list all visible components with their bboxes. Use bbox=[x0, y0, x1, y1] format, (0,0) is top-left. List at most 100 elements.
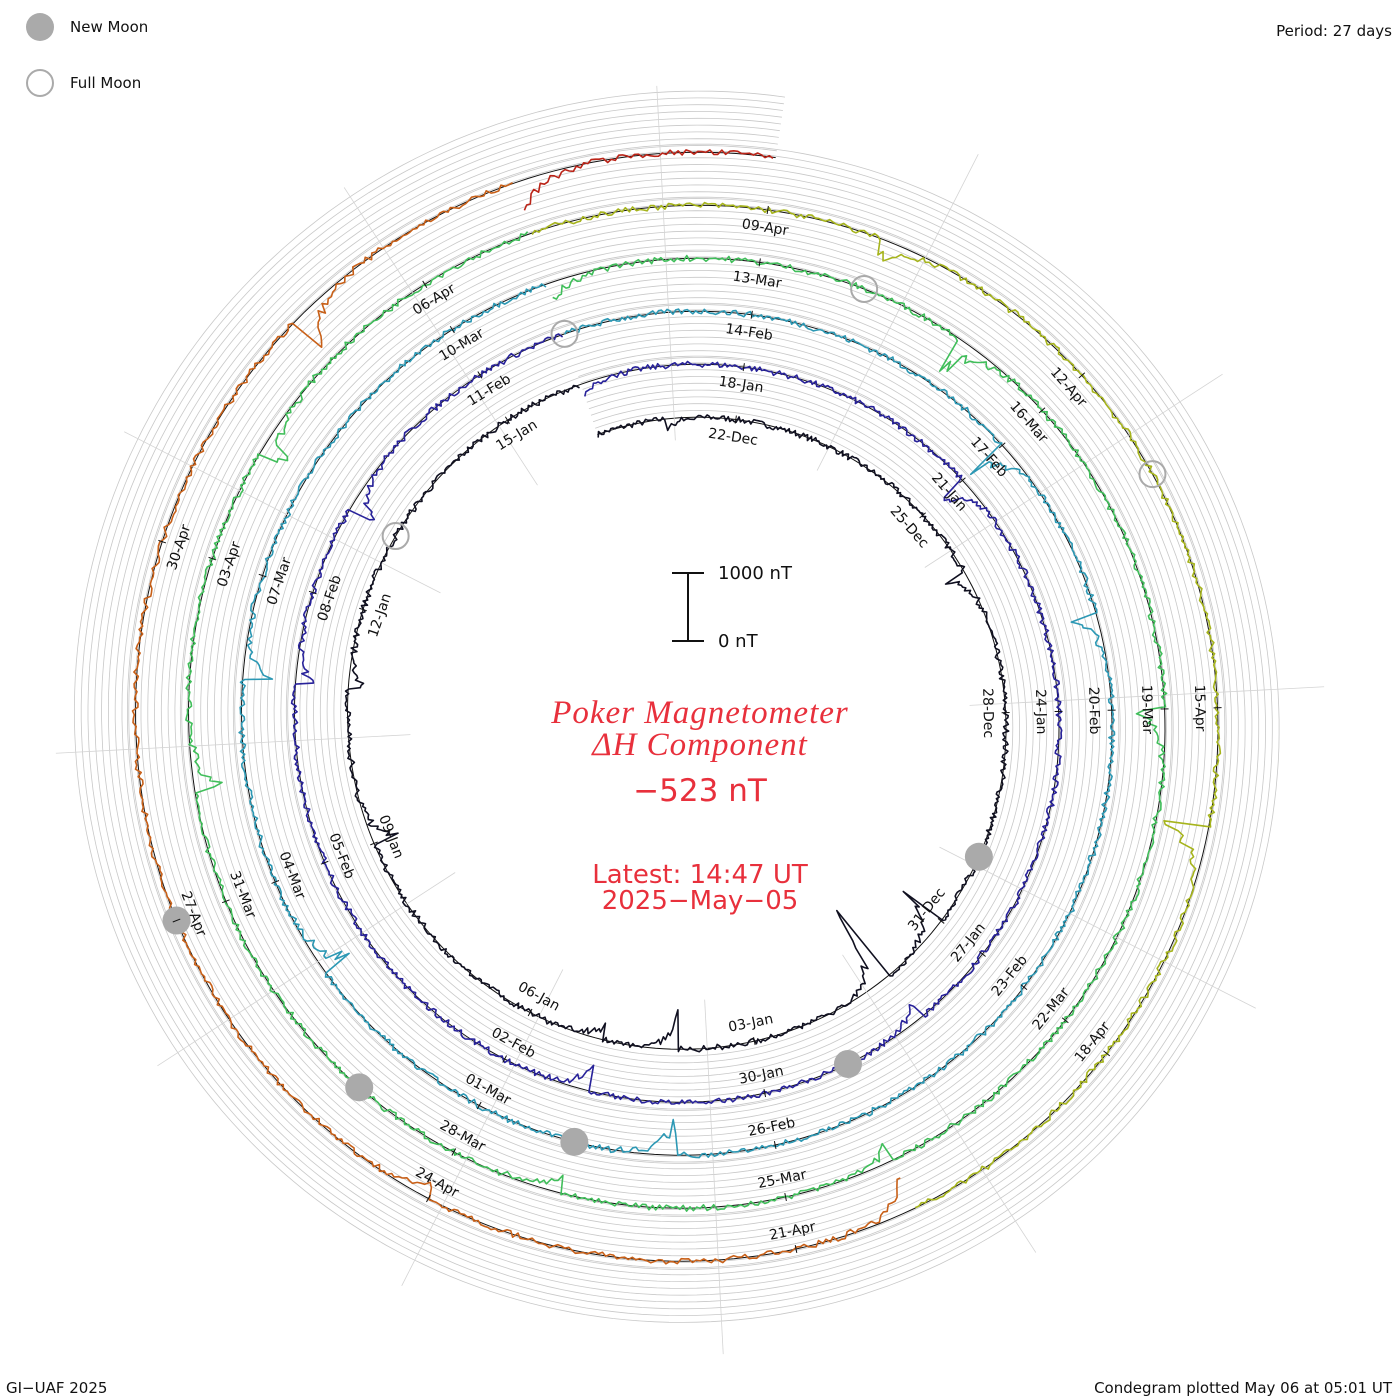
radial-spoke bbox=[924, 373, 1223, 568]
spiral-gridline bbox=[74, 90, 1280, 1323]
date-tick-mark bbox=[370, 841, 378, 846]
new-moon-marker bbox=[560, 1127, 589, 1156]
date-tick-mark bbox=[208, 556, 217, 561]
spiral-gridline bbox=[121, 138, 1232, 1276]
legend-new-moon: New Moon bbox=[26, 13, 148, 41]
radial-spoke bbox=[842, 954, 1037, 1253]
date-tick-label: 09-Apr bbox=[741, 216, 790, 239]
date-tick-mark bbox=[451, 1148, 457, 1156]
radial-spoke bbox=[124, 431, 441, 594]
date-tick-mark bbox=[784, 1192, 787, 1202]
date-tick-label: 30-Apr bbox=[164, 522, 194, 572]
scale-bar bbox=[672, 572, 704, 642]
date-tick-mark bbox=[258, 573, 267, 578]
date-tick-mark bbox=[758, 258, 761, 267]
date-tick-mark bbox=[766, 205, 769, 214]
latest-date-label: 2025−May−05 bbox=[601, 886, 799, 916]
date-tick-mark bbox=[1020, 984, 1028, 991]
full-moon-marker bbox=[381, 522, 410, 551]
date-tick-label: 16-Mar bbox=[1006, 398, 1051, 446]
date-tick-mark bbox=[359, 607, 367, 612]
date-tick-mark bbox=[919, 512, 926, 519]
radial-spoke bbox=[704, 999, 724, 1355]
date-tick-mark bbox=[763, 1089, 767, 1098]
radial-spoke bbox=[656, 85, 676, 441]
radial-spoke bbox=[343, 187, 538, 486]
date-tick-label: 07-Mar bbox=[264, 555, 295, 607]
date-tick-label: 11-Feb bbox=[465, 371, 514, 409]
date-tick-label: 12-Jan bbox=[365, 591, 395, 639]
date-tick-mark bbox=[1038, 407, 1046, 414]
series-line-2 bbox=[290, 333, 1063, 1105]
date-tick-mark bbox=[172, 918, 181, 923]
date-tick-label: 22-Mar bbox=[1030, 985, 1073, 1034]
date-tick-mark bbox=[742, 363, 745, 372]
date-tick-mark bbox=[773, 1141, 777, 1150]
series-line-5 bbox=[531, 201, 1222, 1209]
date-tick-mark bbox=[426, 1194, 431, 1203]
date-tick-label: 20-Feb bbox=[1085, 687, 1102, 735]
date-tick-mark bbox=[1103, 1050, 1111, 1057]
spiral-gridline bbox=[94, 111, 1260, 1303]
date-tick-mark bbox=[527, 1008, 533, 1017]
date-tick-mark bbox=[449, 325, 455, 334]
date-tick-mark bbox=[959, 477, 966, 484]
date-tick-label: 03-Apr bbox=[214, 539, 244, 589]
full-moon-marker bbox=[550, 319, 579, 348]
date-tick-mark bbox=[750, 310, 753, 319]
new-moon-marker bbox=[964, 842, 993, 871]
date-tick-label: 28-Dec bbox=[979, 688, 996, 738]
chart-subtitle: ΔH Component bbox=[592, 727, 808, 763]
series-line-3 bbox=[238, 283, 1116, 1159]
date-tick-mark bbox=[998, 442, 1006, 449]
scale-bar-top-label: 1000 nT bbox=[718, 563, 792, 584]
date-tick-label: 25-Dec bbox=[887, 503, 932, 551]
date-tick-mark bbox=[422, 280, 428, 289]
period-label: Period: 27 days bbox=[1276, 22, 1392, 40]
date-tick-label: 13-Mar bbox=[731, 269, 782, 292]
date-tick-mark bbox=[476, 1101, 482, 1110]
date-tick-label: 14-Feb bbox=[724, 321, 774, 344]
new-moon-marker bbox=[833, 1049, 862, 1078]
spiral-gridline bbox=[108, 124, 1246, 1289]
spiral-gridline bbox=[114, 131, 1239, 1283]
date-tick-mark bbox=[734, 415, 737, 424]
date-tick-label: 18-Jan bbox=[717, 374, 764, 397]
date-tick-label: 17-Feb bbox=[967, 434, 1011, 480]
radial-spoke bbox=[969, 686, 1325, 706]
date-tick-mark bbox=[753, 1037, 756, 1046]
spiral-gridline bbox=[87, 104, 1266, 1310]
date-tick-mark bbox=[979, 951, 986, 957]
spiral-gridline bbox=[128, 145, 1226, 1269]
date-tick-mark bbox=[1078, 372, 1086, 379]
latest-value-readout: −523 nT bbox=[633, 773, 767, 809]
date-tick-mark bbox=[221, 899, 230, 904]
scale-bar-bottom-label: 0 nT bbox=[718, 631, 758, 652]
radial-spoke bbox=[939, 846, 1256, 1009]
data-series-group bbox=[131, 149, 1222, 1265]
date-tick-mark bbox=[308, 590, 317, 595]
spiral-gridline bbox=[101, 117, 1253, 1296]
legend-new-moon-label: New Moon bbox=[70, 18, 149, 36]
radial-spoke bbox=[55, 734, 411, 754]
legend-full-moon: Full Moon bbox=[26, 69, 141, 97]
date-tick-label: 03-Jan bbox=[727, 1011, 774, 1036]
date-tick-label: 24-Jan bbox=[1032, 689, 1049, 735]
date-tick-mark bbox=[271, 880, 280, 884]
date-tick-mark bbox=[477, 371, 483, 379]
date-tick-label: 22-Dec bbox=[707, 426, 759, 449]
new-moon-marker-icon bbox=[26, 13, 54, 41]
date-tick-mark bbox=[320, 860, 329, 865]
date-tick-mark bbox=[937, 918, 945, 924]
date-tick-label: 27-Jan bbox=[948, 920, 989, 965]
full-moon-marker bbox=[1138, 460, 1167, 489]
series-line-1 bbox=[344, 384, 1010, 1053]
radial-spoke bbox=[401, 969, 564, 1286]
moon-phase-markers bbox=[162, 274, 1167, 1156]
date-tick-label: 06-Apr bbox=[410, 281, 458, 319]
latest-time-label: Latest: 14:47 UT bbox=[592, 860, 808, 890]
new-moon-marker bbox=[345, 1073, 374, 1102]
date-tick-mark bbox=[1061, 1017, 1069, 1024]
footer-plot-time: Condegram plotted May 06 at 05:01 UT bbox=[1094, 1379, 1392, 1397]
date-tick-mark bbox=[504, 416, 510, 424]
